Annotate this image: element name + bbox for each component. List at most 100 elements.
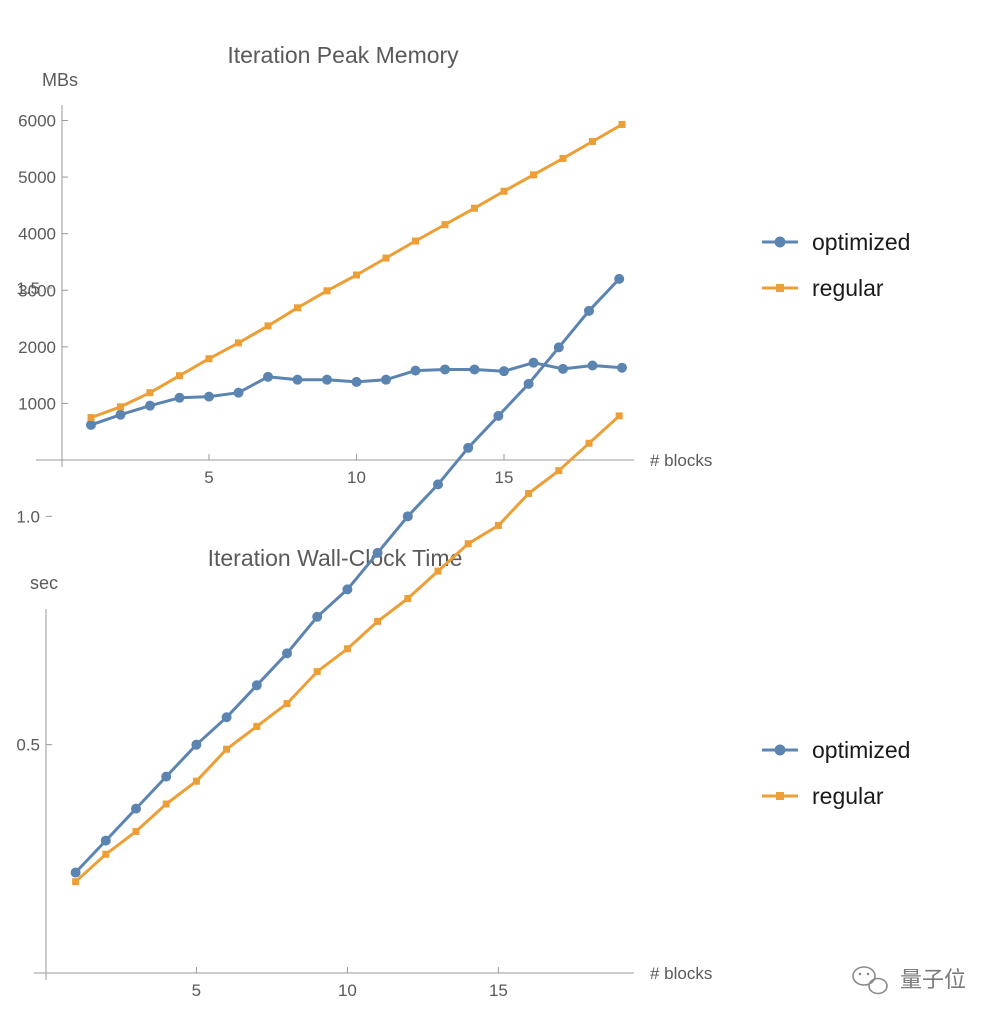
data-point (131, 803, 141, 814)
watermark-text: 量子位 (900, 967, 966, 992)
data-point (469, 364, 480, 375)
data-point (463, 442, 474, 453)
data-point (374, 617, 382, 625)
data-point (614, 273, 625, 284)
data-point (204, 391, 214, 402)
chart-title: Iteration Peak Memory (227, 42, 459, 68)
data-point (351, 376, 362, 387)
legend-label: regular (812, 275, 884, 301)
data-point (205, 355, 213, 363)
data-point (100, 835, 111, 846)
legend-item-regular: regular (762, 275, 884, 301)
data-point (115, 409, 126, 420)
chart-peak-memory: Iteration Peak Memory MBs # blocks 1000 2… (18, 42, 910, 487)
y-tick-label: 0.5 (16, 736, 40, 755)
data-point (500, 187, 508, 195)
data-point (263, 371, 273, 382)
data-point (615, 412, 623, 420)
legend: optimized regular (762, 229, 910, 301)
y-tick-label: 2000 (18, 338, 56, 357)
data-point (174, 392, 185, 403)
y-axis-label: MBs (42, 70, 78, 90)
data-point (584, 305, 594, 316)
data-point (381, 374, 391, 385)
data-point (372, 547, 383, 558)
chart-title: Iteration Wall-Clock Time (208, 545, 463, 571)
legend: optimized regular (762, 737, 910, 809)
data-point (117, 403, 124, 411)
data-point (162, 800, 170, 808)
data-point (440, 364, 450, 375)
series-optimized (70, 273, 625, 878)
data-point (441, 221, 449, 229)
legend-label: optimized (812, 737, 910, 763)
series-line (90, 361, 623, 427)
data-point (294, 304, 301, 312)
data-point (618, 120, 626, 128)
data-point (558, 363, 568, 374)
legend-marker-square (776, 284, 784, 292)
x-tick-label: 15 (489, 981, 508, 1000)
wechat-icon (852, 966, 888, 995)
data-point (404, 595, 412, 603)
series-line (90, 123, 623, 420)
data-point (434, 567, 442, 575)
data-point (253, 722, 261, 730)
data-point (86, 419, 96, 430)
series-regular (87, 120, 626, 422)
x-tick-label: 5 (192, 981, 201, 1000)
x-tick-label: 10 (347, 468, 366, 487)
data-point (221, 712, 232, 723)
legend-label: regular (812, 783, 884, 809)
data-point (282, 648, 292, 659)
data-point (235, 339, 242, 347)
data-point (559, 154, 567, 162)
data-point (353, 271, 360, 279)
y-tick-label: 4000 (18, 225, 56, 244)
data-point (292, 374, 303, 385)
data-point (132, 827, 140, 835)
data-point (402, 511, 413, 522)
data-point (499, 366, 509, 377)
data-point (493, 410, 504, 421)
legend-marker-square (776, 792, 784, 800)
chart-wall-clock-time: Iteration Wall-Clock Time sec # blocks 0… (16, 273, 910, 1000)
data-point (585, 439, 593, 447)
data-point (145, 400, 155, 411)
data-point (322, 374, 332, 385)
x-axis-label: # blocks (650, 964, 712, 983)
y-tick-label: 3000 (18, 281, 56, 300)
data-point (494, 521, 502, 529)
data-point (72, 878, 80, 886)
x-axis-label: # blocks (650, 451, 712, 470)
data-point (70, 867, 81, 878)
y-tick-label: 1.5 (16, 279, 40, 298)
data-point (223, 745, 231, 753)
data-point (382, 254, 390, 262)
legend-marker-circle (774, 236, 786, 248)
data-point (553, 342, 564, 353)
x-tick-label: 5 (204, 468, 213, 487)
series-line (74, 277, 621, 874)
series-optimized (86, 357, 627, 430)
data-point (412, 237, 419, 245)
data-point (410, 365, 421, 376)
legend-item-optimized: optimized (762, 737, 910, 763)
data-point (313, 668, 321, 676)
y-tick-label: 6000 (18, 112, 56, 131)
legend-item-regular: regular (762, 783, 884, 809)
data-point (528, 357, 539, 368)
y-tick-label: 1000 (18, 394, 56, 413)
data-point (523, 378, 534, 389)
data-point (589, 137, 596, 145)
data-point (464, 540, 472, 548)
data-point (192, 777, 200, 785)
data-point (233, 387, 244, 398)
series-regular (72, 412, 623, 886)
x-tick-label: 10 (338, 981, 357, 1000)
y-tick-label: 1.0 (16, 507, 40, 526)
data-point (146, 389, 154, 397)
legend-item-optimized: optimized (762, 229, 910, 255)
data-point (323, 287, 331, 295)
data-point (176, 372, 183, 380)
